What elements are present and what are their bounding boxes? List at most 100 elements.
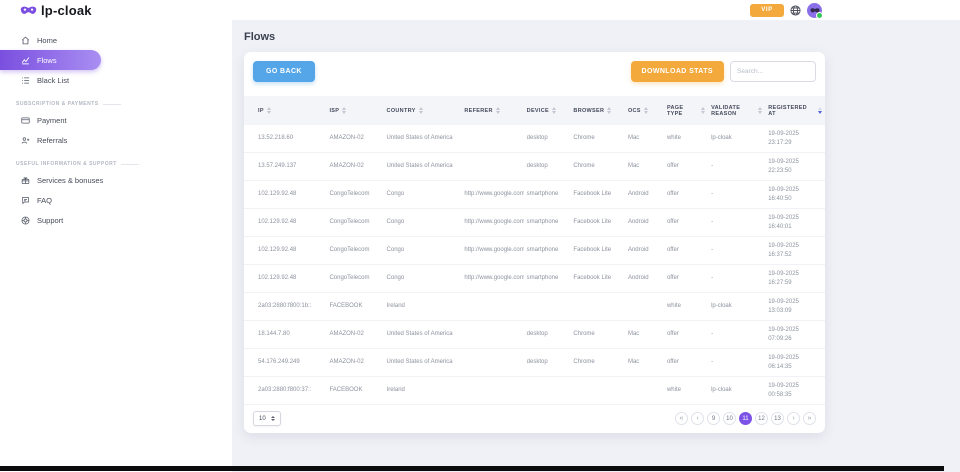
- cell-registered-at: 19-09-2025 00:58:35: [765, 376, 825, 405]
- page-button-12[interactable]: 12: [755, 412, 768, 425]
- cell-registered-at: 19-09-2025 13:03:09: [765, 292, 825, 321]
- cell-isp: FACEBOOK: [326, 292, 384, 321]
- globe-icon[interactable]: [790, 4, 801, 16]
- column-label: REGISTERED AT: [768, 104, 807, 117]
- table-row: 102.129.92.48 CongoTelecom Congo http://www…: [244, 264, 825, 293]
- section-title-text: USEFUL INFORMATION & SUPPORT: [16, 161, 117, 167]
- cell-browser: Facebook Lite: [570, 236, 625, 265]
- sidebar-section-title: USEFUL INFORMATION & SUPPORT: [0, 161, 232, 167]
- column-header-validate-reason[interactable]: VALIDATE REASON: [708, 96, 766, 125]
- vip-button[interactable]: VIP: [750, 3, 784, 17]
- pagination-prev-button[interactable]: ‹: [691, 412, 704, 425]
- cell-ip: 102.129.92.48: [244, 236, 327, 265]
- cell-referer: [461, 152, 524, 181]
- sidebar-item-black-list[interactable]: Black List: [0, 70, 232, 90]
- page-button-11[interactable]: 11: [739, 412, 752, 425]
- card-footer: 10 «‹ 9 10 11 12 13 ›»: [244, 405, 825, 432]
- logo-text: lp-cloak: [41, 2, 92, 18]
- cell-ocs: Android: [624, 264, 664, 293]
- cell-ip: 2a03:2880:f800:1b::: [244, 292, 327, 321]
- search-input[interactable]: [730, 61, 816, 82]
- table-row: 13.52.218.60 AMAZON-02 United States of Am…: [244, 125, 825, 153]
- cell-page-type: offer: [663, 348, 709, 377]
- per-page-select[interactable]: 10: [253, 411, 281, 426]
- sidebar-item-label: Support: [37, 215, 64, 225]
- table-row: 2a03:2880:f800:1b:: FACEBOOK Ireland white l…: [244, 292, 825, 321]
- page-button-10[interactable]: 10: [723, 412, 736, 425]
- cell-device: smartphone: [523, 236, 571, 265]
- table-row: 54.176.249.249 AMAZON-02 United States of …: [244, 348, 825, 377]
- cell-isp: CongoTelecom: [326, 264, 384, 293]
- table-row: 102.129.92.48 CongoTelecom Congo http://www…: [244, 180, 825, 209]
- column-header-browser[interactable]: BROWSER: [570, 96, 625, 125]
- cell-ip: 13.52.218.60: [244, 125, 327, 153]
- column-header-registered-at[interactable]: REGISTERED AT: [765, 96, 825, 125]
- cell-validate-reason: lp-cloak: [708, 292, 766, 321]
- page-button-13[interactable]: 13: [771, 412, 784, 425]
- flows-table: IP ISP COUNTRY REFERER DEVICE BROWSER OCS PAGE …: [244, 96, 825, 405]
- pagination-last-button[interactable]: »: [803, 412, 816, 425]
- cell-country: Ireland: [383, 376, 462, 405]
- column-label: OCS: [627, 107, 641, 114]
- cell-isp: AMAZON-02: [326, 348, 384, 377]
- cell-ocs: Mac: [624, 152, 664, 181]
- table-row: 2a03:2880:f800:37:: FACEBOOK Ireland white l…: [244, 376, 825, 405]
- cell-referer: http://www.google.com/: [461, 208, 524, 237]
- sidebar-item-home[interactable]: Home: [0, 30, 232, 50]
- table-row: 102.129.92.48 CongoTelecom Congo http://www…: [244, 236, 825, 265]
- cell-referer: [461, 292, 524, 321]
- sidebar-item-label: Home: [37, 35, 58, 45]
- sort-icon: [418, 107, 423, 114]
- column-header-device[interactable]: DEVICE: [523, 96, 571, 125]
- logo[interactable]: lp-cloak: [0, 3, 92, 18]
- cell-validate-reason: -: [708, 152, 766, 181]
- cell-ip: 54.176.249.249: [244, 348, 327, 377]
- sidebar-item-faq[interactable]: FAQ: [0, 190, 232, 210]
- sort-icon: [607, 107, 612, 114]
- column-header-isp[interactable]: ISP: [326, 96, 384, 125]
- cell-validate-reason: -: [708, 264, 766, 293]
- sidebar-item-label: Services & bonuses: [37, 175, 104, 185]
- sidebar-section-title: SUBSCRIPTION & PAYMENTS: [0, 101, 232, 107]
- topbar: lp-cloak VIP: [0, 0, 960, 20]
- avatar[interactable]: [807, 2, 823, 19]
- column-header-referer[interactable]: REFERER: [461, 96, 524, 125]
- cell-validate-reason: -: [708, 180, 766, 209]
- column-header-country[interactable]: COUNTRY: [383, 96, 462, 125]
- cell-country: Congo: [383, 236, 462, 265]
- cell-device: [523, 376, 571, 405]
- cell-ip: 18.144.7.80: [244, 320, 327, 349]
- column-header-ip[interactable]: IP: [244, 96, 327, 125]
- mask-logo-icon: [20, 5, 37, 16]
- cell-country: Congo: [383, 264, 462, 293]
- pagination-next-button[interactable]: ›: [787, 412, 800, 425]
- cell-page-type: offer: [663, 236, 709, 265]
- sidebar-item-referrals[interactable]: Referrals: [0, 130, 232, 150]
- cell-device: desktop: [523, 348, 571, 377]
- cell-isp: AMAZON-02: [326, 152, 384, 181]
- sidebar-item-services-bonuses[interactable]: Services & bonuses: [0, 170, 232, 190]
- download-stats-button[interactable]: DOWNLOAD STATS: [630, 61, 724, 82]
- sort-icon: [551, 107, 556, 114]
- column-header-ocs[interactable]: OCS: [624, 96, 664, 125]
- sidebar-item-payment[interactable]: Payment: [0, 110, 232, 130]
- payment-icon: [21, 116, 30, 125]
- cell-browser: Facebook Lite: [570, 264, 625, 293]
- page-button-9[interactable]: 9: [707, 412, 720, 425]
- cell-validate-reason: -: [708, 236, 766, 265]
- cell-page-type: white: [663, 292, 709, 321]
- cell-registered-at: 19-09-2025 16:40:50: [765, 180, 825, 209]
- pagination-first-button[interactable]: «: [675, 412, 688, 425]
- topbar-right: VIP: [750, 2, 823, 19]
- cell-ip: 102.129.92.48: [244, 208, 327, 237]
- cell-isp: CongoTelecom: [326, 236, 384, 265]
- cell-ip: 102.129.92.48: [244, 180, 327, 209]
- flows-card: GO BACK DOWNLOAD STATS IP ISP COUNTRY REFER…: [244, 52, 825, 433]
- cell-registered-at: 19-09-2025 22:23:50: [765, 152, 825, 181]
- sidebar-item-support[interactable]: Support: [0, 210, 232, 230]
- column-header-page-type[interactable]: PAGE TYPE: [663, 96, 709, 125]
- cell-country: United States of America: [383, 348, 462, 377]
- sidebar-item-flows[interactable]: Flows: [0, 50, 101, 70]
- cell-page-type: white: [663, 376, 709, 405]
- go-back-button[interactable]: GO BACK: [253, 61, 315, 82]
